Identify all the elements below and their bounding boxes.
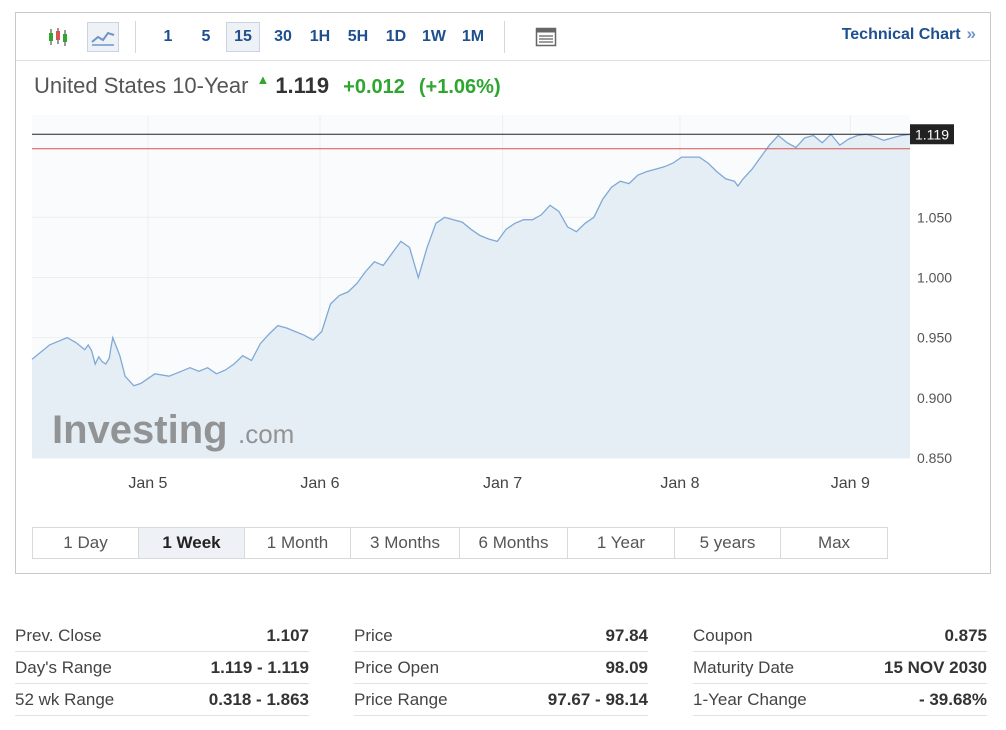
stat-row: Day's Range 1.119 - 1.119 [15, 652, 309, 684]
toolbar-divider [135, 21, 136, 53]
range-tab-3-months[interactable]: 3 Months [351, 528, 460, 558]
interval-button-1[interactable]: 1 [163, 28, 173, 45]
technical-chart-link[interactable]: Technical Chart » [842, 24, 976, 44]
chart-widget: 1 5 15 30 1H 5H 1D 1W 1M Technical Chart» United… [15, 12, 991, 574]
stat-label: Price Range [354, 689, 448, 709]
stat-row: Maturity Date 15 NOV 2030 [693, 652, 987, 684]
watermark-logo-suffix: .com [238, 419, 294, 449]
stat-value: 97.84 [605, 625, 648, 645]
y-axis-tick-label: 0.900 [917, 390, 952, 406]
chart-toolbar: 1 5 15 30 1H 5H 1D 1W 1M Technical Chart» [16, 13, 990, 61]
price-change: +0.012 [343, 76, 405, 98]
stat-label: Maturity Date [693, 657, 795, 677]
y-axis-tick-label: 1.050 [917, 209, 952, 225]
time-range-selector: 1 Day 1 Week 1 Month 3 Months 6 Months 1 Year… [32, 527, 888, 559]
series-area [32, 134, 910, 459]
x-axis-tick-label: Jan 7 [483, 475, 522, 492]
interval-button-30[interactable]: 30 [274, 28, 292, 45]
stat-row: Coupon 0.875 [693, 620, 987, 652]
stat-label: Prev. Close [15, 625, 102, 645]
quote-header: United States 10-Year ▲ 1.119 +0.012 (+1… [34, 72, 501, 103]
interval-button-5[interactable]: 5 [201, 28, 211, 45]
interval-button-1h[interactable]: 1H [309, 28, 331, 45]
chevron-right-icon: » [966, 24, 976, 43]
current-price-label: 1.119 [915, 126, 949, 142]
stat-row: 52 wk Range 0.318 - 1.863 [15, 684, 309, 716]
stats-column: Price 97.84 Price Open 98.09 Price Range 97.6… [354, 620, 648, 716]
interval-button-1w[interactable]: 1W [422, 28, 446, 45]
range-tab-1-month[interactable]: 1 Month [245, 528, 351, 558]
area-chart-icon[interactable] [87, 22, 119, 52]
stat-label: 1-Year Change [693, 689, 807, 709]
stats-column: Prev. Close 1.107 Day's Range 1.119 - 1.119… [15, 620, 309, 716]
current-price-tag [910, 124, 954, 145]
y-axis-tick-label: 0.950 [917, 330, 952, 346]
toolbar-divider [504, 21, 505, 53]
table-icon[interactable] [530, 22, 562, 52]
price-change-percent: (+1.06%) [418, 76, 501, 98]
stat-label: Price [354, 625, 393, 645]
candlestick-icon[interactable] [42, 22, 74, 52]
y-axis-tick-label: 1.000 [917, 269, 952, 285]
stat-row: Price Open 98.09 [354, 652, 648, 684]
stat-row: Price 97.84 [354, 620, 648, 652]
x-axis-tick-label: Jan 6 [300, 475, 339, 492]
stat-value: 97.67 - 98.14 [547, 689, 648, 709]
x-axis-tick-label: Jan 8 [660, 475, 699, 492]
stat-value: 1.107 [266, 625, 309, 645]
price-chart[interactable]: Investing .com 1.119 1.050 1.000 0.950 0.900 0.… [16, 113, 992, 513]
range-tab-1-year[interactable]: 1 Year [568, 528, 675, 558]
y-axis-tick-label: 0.850 [917, 450, 952, 466]
x-axis-tick-label: Jan 5 [128, 475, 167, 492]
stat-row: Price Range 97.67 - 98.14 [354, 684, 648, 716]
interval-button-5h[interactable]: 5H [347, 28, 369, 45]
technical-chart-label: Technical Chart [841, 26, 961, 43]
last-price: 1.119 [275, 73, 330, 98]
stat-row: 1-Year Change - 39.68% [693, 684, 987, 716]
watermark-logo: Investing [52, 408, 228, 452]
range-tab-5-years[interactable]: 5 years [675, 528, 781, 558]
stats-column: Coupon 0.875 Maturity Date 15 NOV 2030 1-Yea… [693, 620, 987, 716]
stat-value: 98.09 [605, 657, 648, 677]
instrument-name: United States 10-Year [34, 73, 249, 98]
stat-label: Day's Range [15, 657, 112, 677]
range-tab-1-day[interactable]: 1 Day [33, 528, 139, 558]
interval-button-1d[interactable]: 1D [385, 28, 407, 45]
range-tab-max[interactable]: Max [817, 533, 851, 552]
stat-label: Coupon [693, 625, 753, 645]
stat-label: Price Open [354, 657, 440, 677]
stat-value: 0.875 [944, 625, 987, 645]
stat-row: Prev. Close 1.107 [15, 620, 309, 652]
interval-button-15[interactable]: 15 [226, 22, 260, 52]
range-tab-6-months[interactable]: 6 Months [460, 528, 568, 558]
series-line [31, 133, 911, 387]
stat-value: 0.318 - 1.863 [208, 689, 309, 709]
up-arrow-icon: ▲ [256, 72, 270, 87]
range-tab-1-week[interactable]: 1 Week [139, 528, 245, 558]
stat-value: 15 NOV 2030 [883, 657, 987, 677]
x-axis-tick-label: Jan 9 [831, 475, 870, 492]
interval-button-1m[interactable]: 1M [461, 28, 485, 45]
stat-value: - 39.68% [918, 689, 987, 709]
stat-value: 1.119 - 1.119 [210, 657, 309, 677]
stat-label: 52 wk Range [15, 689, 115, 709]
